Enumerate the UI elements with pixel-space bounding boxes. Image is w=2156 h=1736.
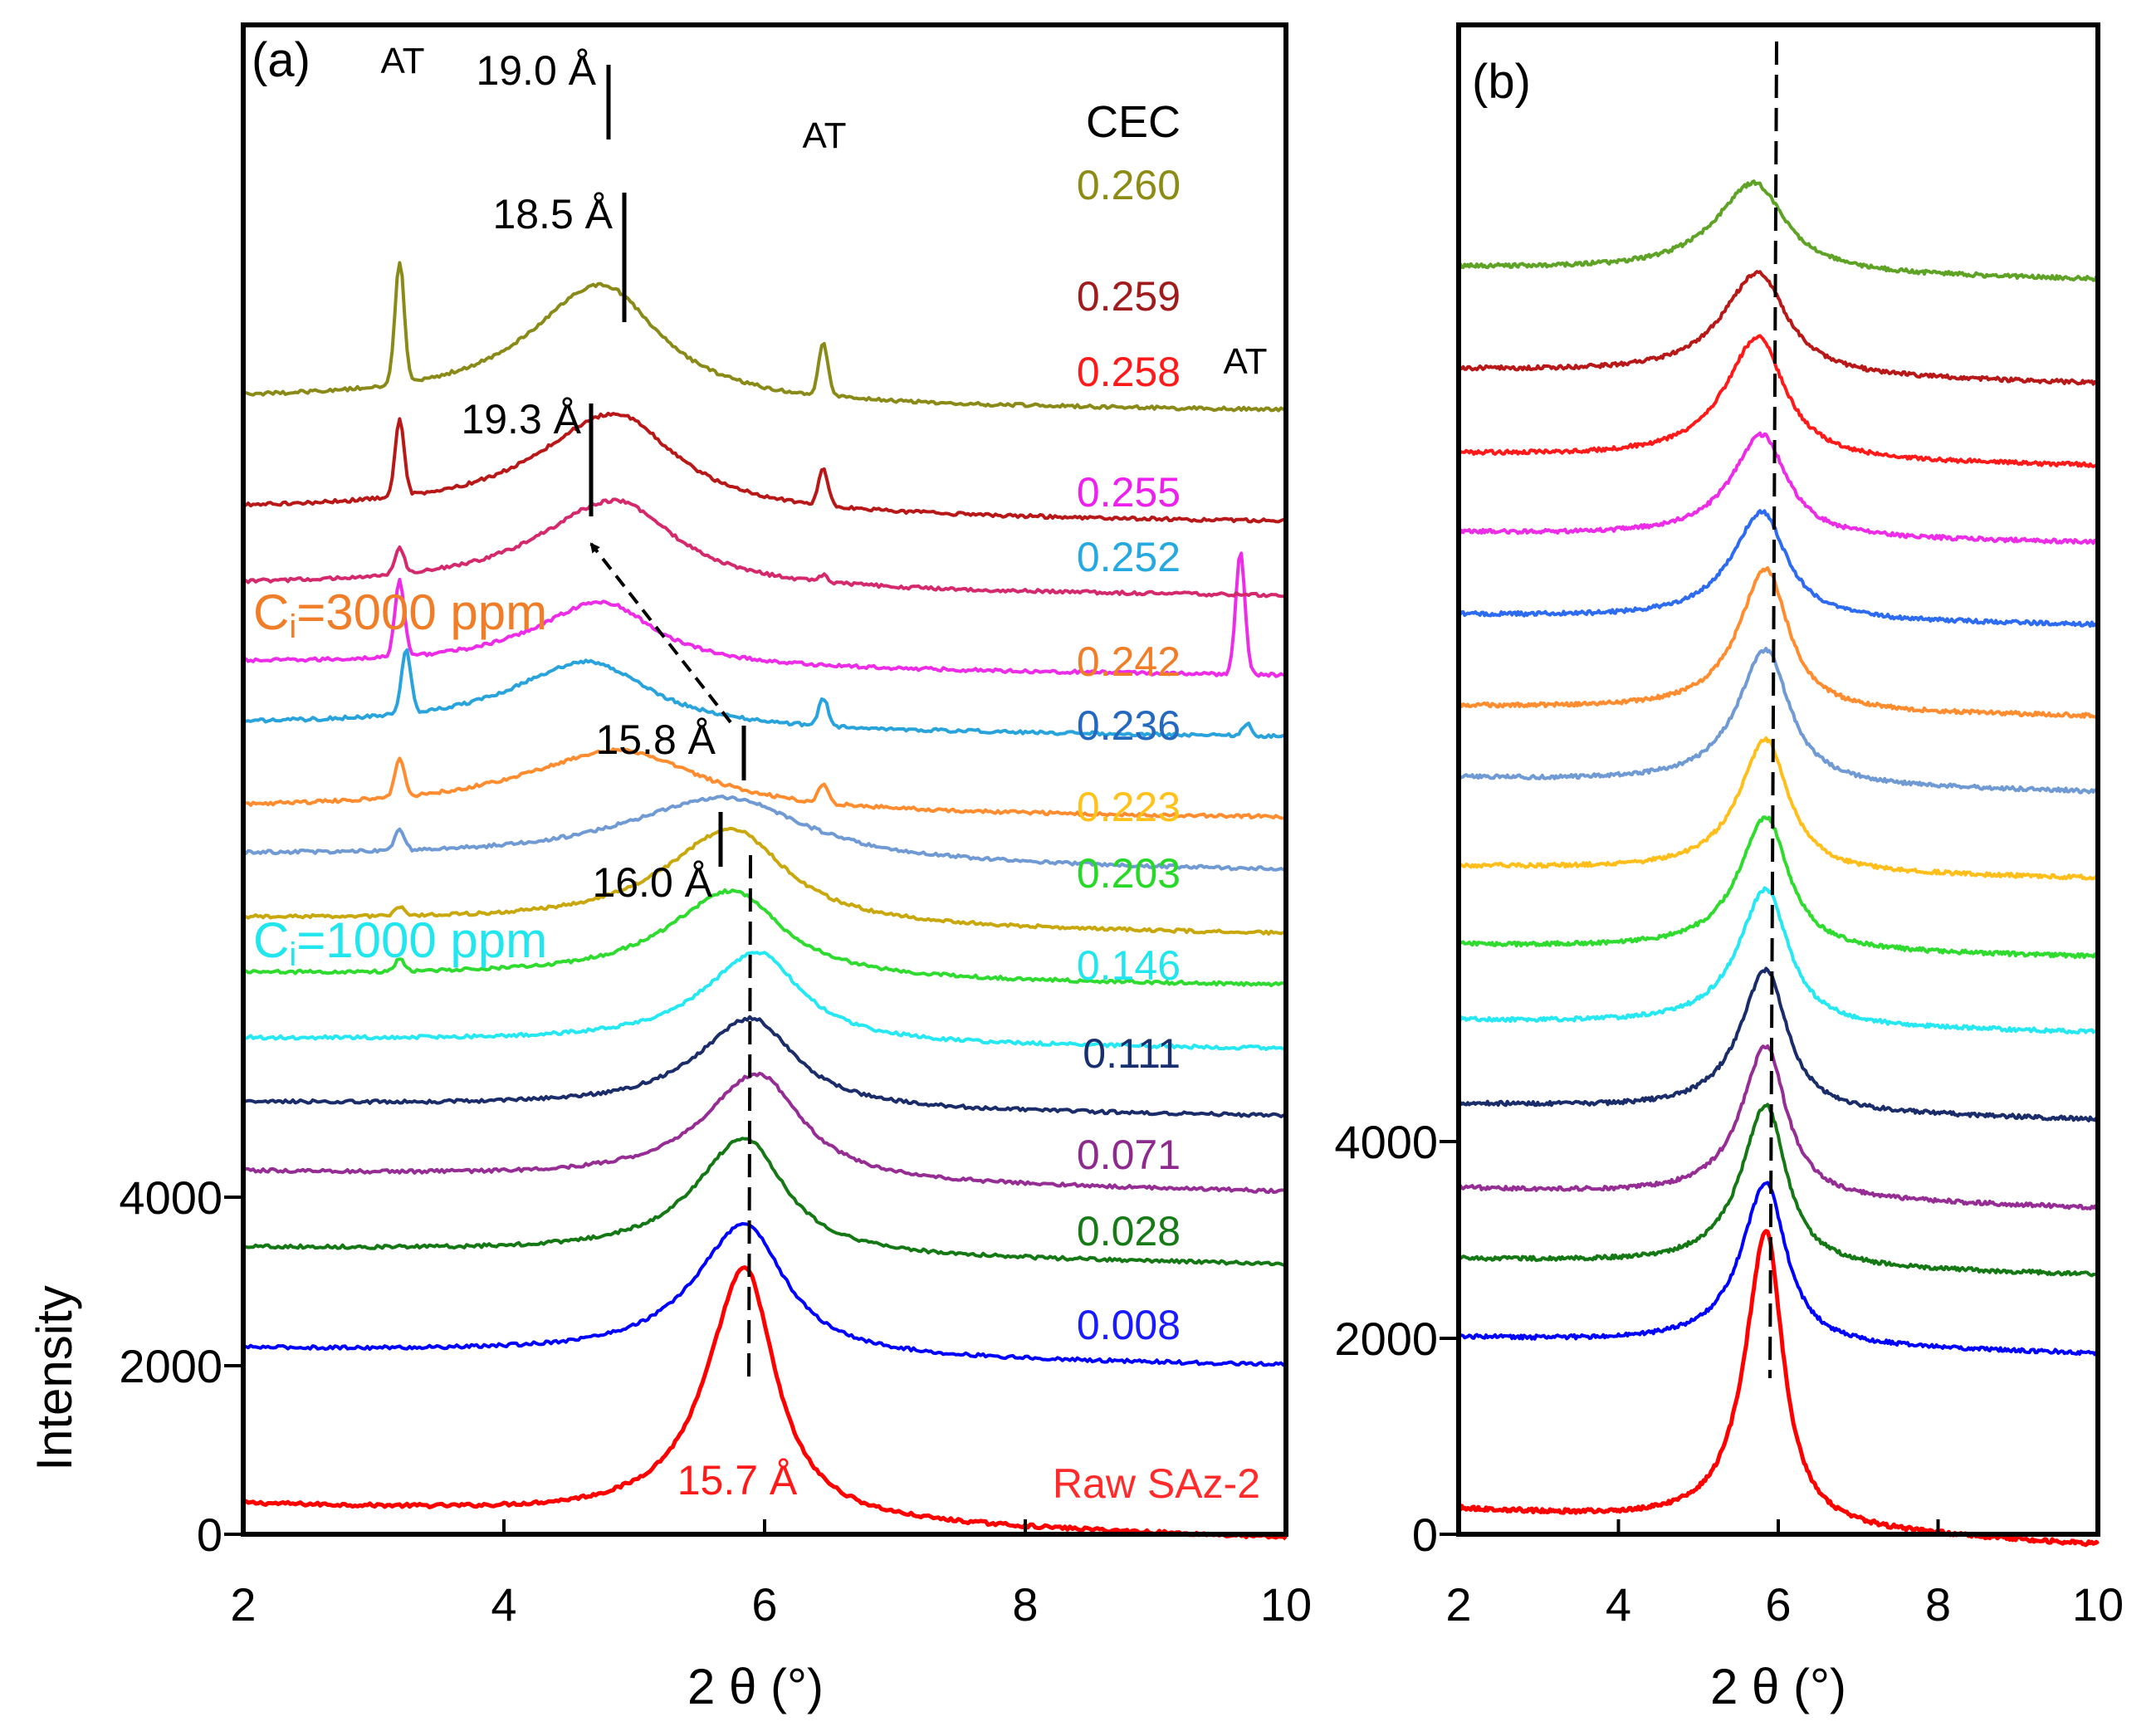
annotation-at: AT [1224, 341, 1268, 382]
xrd-trace-a-11 [242, 551, 1287, 678]
panel-a-y-ticks [224, 1196, 243, 1536]
y-tick-label: 2000 [1334, 1313, 1438, 1365]
cec-label: 0.252 [1077, 534, 1181, 580]
annotation-d-spacing: 16.0 Å [592, 859, 712, 906]
cec-label: 0.028 [1077, 1208, 1181, 1254]
annotation-d-spacing: 19.0 Å [476, 47, 596, 94]
y-axis-label: Intensity [27, 1285, 82, 1470]
annotation-at: AT [803, 115, 847, 156]
xrd-trace-b-5 [1457, 886, 2099, 1035]
x-tick-label: 6 [1765, 1578, 1791, 1631]
x-axis-label: 2 θ (°) [687, 1659, 824, 1714]
concentration-label-1000: Ci=1000 ppm [253, 912, 547, 973]
annotation-d-spacing: 19.3 Å [461, 396, 581, 443]
xrd-trace-a-3 [242, 1071, 1287, 1195]
panel-label-b: (b) [1472, 55, 1531, 109]
xrd-trace-b-8 [1457, 647, 2100, 795]
cec-label: 0.236 [1077, 702, 1181, 749]
x-tick-label: 6 [751, 1578, 777, 1631]
peak-dashed-line-b [1768, 41, 1778, 1379]
x-tick-label: 8 [1925, 1578, 1951, 1631]
xrd-trace-a-1 [242, 1222, 1287, 1367]
x-tick-label: 4 [1606, 1578, 1631, 1631]
xrd-trace-a-13 [242, 411, 1286, 524]
annotation-at: AT [381, 41, 425, 81]
panel-b: 2 4 6 8 10 0 2000 4000 2 θ (°) (b) [1334, 22, 2124, 1714]
xrd-trace-a-0 [242, 1265, 1288, 1541]
panel-b-x-ticks [1457, 1519, 2100, 1534]
xrd-trace-b-10 [1457, 509, 2100, 628]
xrd-trace-a-4 [242, 1015, 1287, 1118]
x-axis-label: 2 θ (°) [1710, 1659, 1846, 1714]
xrd-trace-a-6 [242, 888, 1288, 988]
panel-a-traces [242, 261, 1288, 1541]
cec-label: 0.258 [1077, 349, 1181, 395]
panel-a-x-ticks [242, 1519, 1288, 1534]
xrd-trace-a-2 [242, 1137, 1287, 1267]
y-tick-label: 2000 [119, 1340, 222, 1392]
x-tick-label: 10 [2072, 1578, 2124, 1631]
y-tick-label: 0 [197, 1509, 222, 1561]
cec-label: 0.260 [1077, 162, 1181, 208]
cec-label: 0.259 [1077, 273, 1181, 320]
panel-b-y-ticks [1440, 1140, 1459, 1536]
xrd-trace-b-7 [1458, 736, 2100, 881]
concentration-label-3000: Ci=3000 ppm [253, 584, 547, 645]
peak-dashed-line-a [747, 854, 752, 1379]
x-tick-label: 2 [230, 1578, 256, 1631]
shift-arrow [589, 542, 732, 724]
xrd-trace-a-12 [242, 497, 1288, 599]
cec-legend: 0.260 0.259 0.258 0.255 0.252 0.242 0.23… [1053, 162, 1260, 1507]
xrd-trace-b-0 [1456, 1229, 2100, 1548]
annotation-d-spacing: 18.5 Å [492, 191, 613, 237]
x-tick-label: 10 [1260, 1578, 1312, 1631]
xrd-trace-a-8 [242, 794, 1287, 872]
cec-label: 0.203 [1077, 850, 1181, 897]
y-tick-label: 4000 [1334, 1116, 1438, 1168]
cec-label: 0.255 [1077, 469, 1181, 516]
xrd-trace-b-2 [1457, 1103, 2100, 1278]
x-tick-label: 8 [1012, 1578, 1038, 1631]
xrd-trace-b-6 [1458, 815, 2100, 960]
y-tick-label: 0 [1412, 1509, 1438, 1561]
legend-title-cec: CEC [1086, 97, 1181, 147]
annotation-d-spacing: 15.8 Å [595, 716, 716, 763]
x-tick-label: 4 [491, 1578, 516, 1631]
cec-label: 0.008 [1077, 1302, 1181, 1348]
xrd-trace-b-1 [1458, 1181, 2099, 1357]
cec-label: 0.223 [1077, 784, 1181, 830]
xrd-trace-b-14 [1457, 179, 2100, 282]
xrd-trace-b-12 [1458, 334, 2100, 468]
x-tick-label: 2 [1445, 1578, 1471, 1631]
xrd-trace-a-10 [242, 648, 1288, 740]
cec-label: Raw SAz-2 [1053, 1460, 1260, 1507]
xrd-trace-b-11 [1457, 431, 2099, 545]
xrd-trace-b-13 [1457, 270, 2099, 386]
xrd-trace-a-14 [242, 261, 1288, 413]
xrd-trace-a-9 [242, 746, 1287, 820]
cec-label: 0.071 [1077, 1132, 1181, 1178]
panel-b-traces [1456, 179, 2100, 1548]
xrd-trace-a-7 [242, 826, 1287, 936]
xrd-trace-b-3 [1457, 1044, 2099, 1211]
panel-a: 2 4 6 8 10 0 2000 4000 2 θ (°) Intensity… [27, 22, 1312, 1714]
xrd-trace-b-4 [1458, 966, 2100, 1122]
xrd-trace-b-9 [1458, 566, 2099, 719]
cec-label: 0.242 [1077, 638, 1181, 685]
cec-label: 0.111 [1083, 1030, 1181, 1077]
panel-label-a: (a) [252, 33, 310, 87]
y-tick-label: 4000 [119, 1171, 222, 1224]
annotation-d-spacing: 15.7 Å [677, 1457, 798, 1504]
cec-label: 0.146 [1077, 942, 1181, 989]
xrd-trace-a-5 [242, 951, 1287, 1051]
